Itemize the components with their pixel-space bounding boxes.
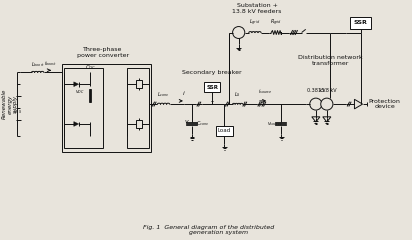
Text: Secondary breaker: Secondary breaker [183, 70, 242, 75]
Text: SSR: SSR [353, 20, 368, 25]
Bar [204, 82, 220, 92]
Text: $L_{grid}$: $L_{grid}$ [249, 18, 261, 28]
Text: $i_{source}$: $i_{source}$ [258, 87, 272, 96]
Bar [62, 64, 151, 152]
Text: Substation +
13.8 kV feeders: Substation + 13.8 kV feeders [232, 3, 282, 14]
Bar [136, 120, 143, 128]
Text: Load: Load [218, 128, 231, 133]
Text: Fig. 1  General diagram of the distributed
          generation system: Fig. 1 General diagram of the distribute… [143, 225, 274, 235]
Text: Three-phase
power converter: Three-phase power converter [77, 47, 129, 58]
Text: 0.38 kV: 0.38 kV [307, 88, 325, 93]
Bar [136, 80, 143, 88]
Polygon shape [74, 122, 79, 126]
Text: $i_{boost}$: $i_{boost}$ [44, 59, 57, 67]
Circle shape [310, 98, 322, 110]
Text: $C_{DC}$: $C_{DC}$ [85, 63, 96, 72]
Text: $v_{source}$: $v_{source}$ [267, 120, 283, 128]
Text: $R_{grid}$: $R_{grid}$ [270, 18, 283, 28]
Text: $L_{conv}$: $L_{conv}$ [157, 90, 170, 99]
Text: $v_{DC}$: $v_{DC}$ [75, 88, 85, 96]
Text: $L_{boost}$: $L_{boost}$ [30, 60, 45, 69]
Circle shape [233, 27, 245, 38]
Text: $C_{conv}$: $C_{conv}$ [196, 120, 210, 128]
Circle shape [321, 98, 333, 110]
Bar [127, 68, 149, 148]
Bar [216, 126, 233, 136]
Text: $v_{RS}$: $v_{RS}$ [13, 108, 22, 116]
Text: $L_S$: $L_S$ [234, 90, 241, 99]
Bar [350, 17, 371, 29]
Text: Renewable
energy
supply: Renewable energy supply [2, 89, 19, 119]
Polygon shape [74, 82, 79, 87]
Bar [64, 68, 103, 148]
Text: Protection
device: Protection device [369, 99, 400, 109]
Text: $i$: $i$ [182, 89, 186, 97]
Text: $v$: $v$ [184, 119, 190, 126]
Text: 13.8 kV: 13.8 kV [318, 88, 336, 93]
Text: Distribution network
transformer: Distribution network transformer [298, 55, 363, 66]
Text: SSR: SSR [206, 85, 218, 90]
